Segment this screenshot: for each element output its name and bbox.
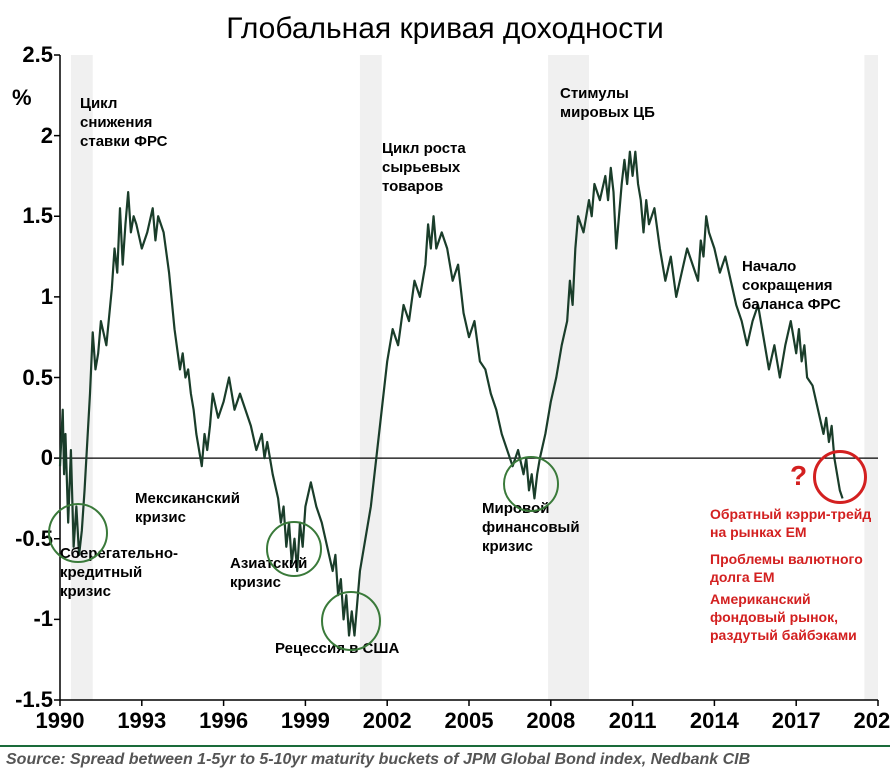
event-circle-4 <box>813 450 867 504</box>
event-circle-3 <box>503 456 559 512</box>
annotation-a4: Началосокращениябаланса ФРС <box>742 258 841 314</box>
x-tick-label: 2005 <box>439 708 499 734</box>
y-tick-label: 2 <box>3 123 53 149</box>
question-mark: ? <box>790 460 807 492</box>
annotation-a3: Стимулымировых ЦБ <box>560 85 655 123</box>
red-annotation-r3: Американскийфондовый рынок,раздутый байб… <box>710 590 857 645</box>
red-annotation-r1: Обратный кэрри-трейдна рынках ЕМ <box>710 505 871 541</box>
x-tick-label: 2020 <box>848 708 890 734</box>
y-tick-label: 1.5 <box>3 203 53 229</box>
red-annotation-r2: Проблемы валютногодолга ЕМ <box>710 550 863 586</box>
y-tick-label: 0 <box>3 445 53 471</box>
annotation-a1: Циклсниженияставки ФРС <box>80 95 167 151</box>
x-tick-label: 2002 <box>357 708 417 734</box>
x-tick-label: 1993 <box>112 708 172 734</box>
annotation-a5: Мексиканскийкризис <box>135 490 240 528</box>
y-tick-label: -0.5 <box>3 526 53 552</box>
y-tick-label: 2.5 <box>3 42 53 68</box>
x-tick-label: 1990 <box>30 708 90 734</box>
x-tick-label: 2008 <box>521 708 581 734</box>
x-tick-label: 1999 <box>275 708 335 734</box>
x-tick-label: 2014 <box>684 708 744 734</box>
event-circle-2 <box>321 591 381 651</box>
source-citation: Source: Spread between 1-5yr to 5-10yr m… <box>0 745 890 773</box>
x-tick-label: 2011 <box>603 708 663 734</box>
annotation-a2: Цикл ростасырьевыхтоваров <box>382 140 466 196</box>
x-tick-label: 1996 <box>194 708 254 734</box>
x-tick-label: 2017 <box>766 708 826 734</box>
y-tick-label: 0.5 <box>3 365 53 391</box>
y-tick-label: 1 <box>3 284 53 310</box>
event-circle-0 <box>48 503 108 563</box>
y-tick-label: -1 <box>3 606 53 632</box>
chart-container: Глобальная кривая доходности % 2.521.510… <box>0 0 890 745</box>
event-circle-1 <box>266 521 322 577</box>
